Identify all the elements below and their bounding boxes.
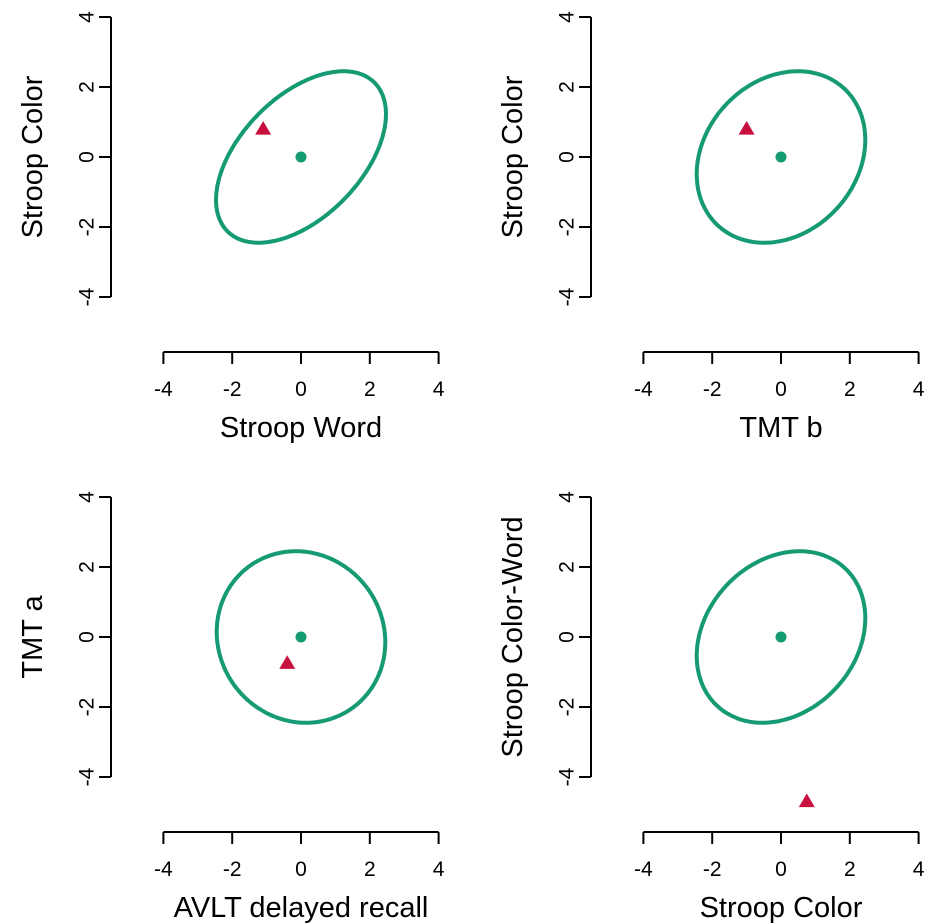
confidence-ellipse — [694, 549, 868, 725]
center-point — [295, 151, 307, 163]
panel-stroop-word-vs-stroop-color: Stroop Word Stroop Color -4 -2 0 2 4 -4 -2 0 2 4 — [17, 11, 445, 444]
confidence-ellipse — [214, 549, 388, 725]
y-tick-label: 2 — [556, 81, 579, 93]
x-tick-label: -4 — [154, 378, 173, 401]
observed-point-triangle — [738, 121, 755, 135]
x-tick-label: 2 — [364, 858, 376, 881]
confidence-ellipse — [694, 69, 868, 245]
x-axis-title: Stroop Color — [700, 892, 863, 924]
x-tick-label: 0 — [295, 858, 307, 881]
y-tick-label: 0 — [556, 631, 579, 643]
y-tick-label: -4 — [76, 767, 99, 786]
x-tick-label: 0 — [295, 378, 307, 401]
center-point — [775, 151, 787, 163]
x-tick-label: 0 — [775, 858, 787, 881]
panel-tmt-b-vs-stroop-color: TMT b Stroop Color -4 -2 0 2 4 -4 -2 0 2 4 — [497, 11, 925, 444]
x-tick-label: -2 — [223, 858, 242, 881]
x-tick-label: 2 — [844, 858, 856, 881]
center-point — [295, 631, 307, 643]
x-tick-label: -4 — [634, 378, 653, 401]
panel-stroop-color-vs-stroop-color-word: Stroop Color Stroop Color-Word -4 -2 0 2 4 -4… — [497, 491, 925, 924]
y-tick-label: -4 — [76, 287, 99, 306]
x-tick-label: -2 — [223, 378, 242, 401]
y-tick-label: 2 — [76, 561, 99, 573]
x-tick-label: -2 — [703, 378, 722, 401]
x-axis-title: TMT b — [739, 412, 822, 444]
y-axis-title: Stroop Color-Word — [497, 516, 529, 757]
y-tick-label: -2 — [556, 218, 579, 237]
x-tick-label: -4 — [634, 858, 653, 881]
y-axis-title: Stroop Color — [497, 75, 529, 238]
y-axis-title: Stroop Color — [17, 75, 49, 238]
y-tick-label: 2 — [76, 81, 99, 93]
y-tick-label: 4 — [556, 11, 579, 23]
x-tick-label: 0 — [775, 378, 787, 401]
y-tick-label: -2 — [76, 698, 99, 717]
observed-point-triangle — [279, 655, 296, 669]
y-tick-label: 2 — [556, 561, 579, 573]
y-tick-label: 4 — [556, 491, 579, 503]
x-tick-label: 2 — [364, 378, 376, 401]
y-tick-label: 4 — [76, 11, 99, 23]
x-axis-title: Stroop Word — [220, 412, 382, 444]
y-tick-label: -4 — [556, 287, 579, 306]
observed-point-triangle — [798, 793, 815, 808]
x-axis-title: AVLT delayed recall — [174, 892, 429, 924]
x-tick-label: -4 — [154, 858, 173, 881]
y-tick-label: 4 — [76, 491, 99, 503]
y-tick-label: 0 — [76, 151, 99, 163]
x-tick-label: -2 — [703, 858, 722, 881]
y-tick-label: 0 — [76, 631, 99, 643]
x-tick-label: 4 — [913, 378, 925, 401]
x-tick-label: 2 — [844, 378, 856, 401]
y-tick-label: -2 — [556, 698, 579, 717]
panel-avlt-vs-tmt-a: AVLT delayed recall TMT a -4 -2 0 2 4 -4 -2 0 2 4 — [17, 491, 445, 924]
y-tick-label: -2 — [76, 218, 99, 237]
x-tick-label: 4 — [433, 858, 445, 881]
center-point — [775, 631, 787, 643]
y-tick-label: 0 — [556, 151, 579, 163]
y-axis-title: TMT a — [17, 595, 49, 679]
observed-point-triangle — [255, 121, 272, 135]
x-tick-label: 4 — [913, 858, 925, 881]
x-tick-label: 4 — [433, 378, 445, 401]
confidence-ellipse — [214, 69, 388, 245]
y-tick-label: -4 — [556, 767, 579, 786]
